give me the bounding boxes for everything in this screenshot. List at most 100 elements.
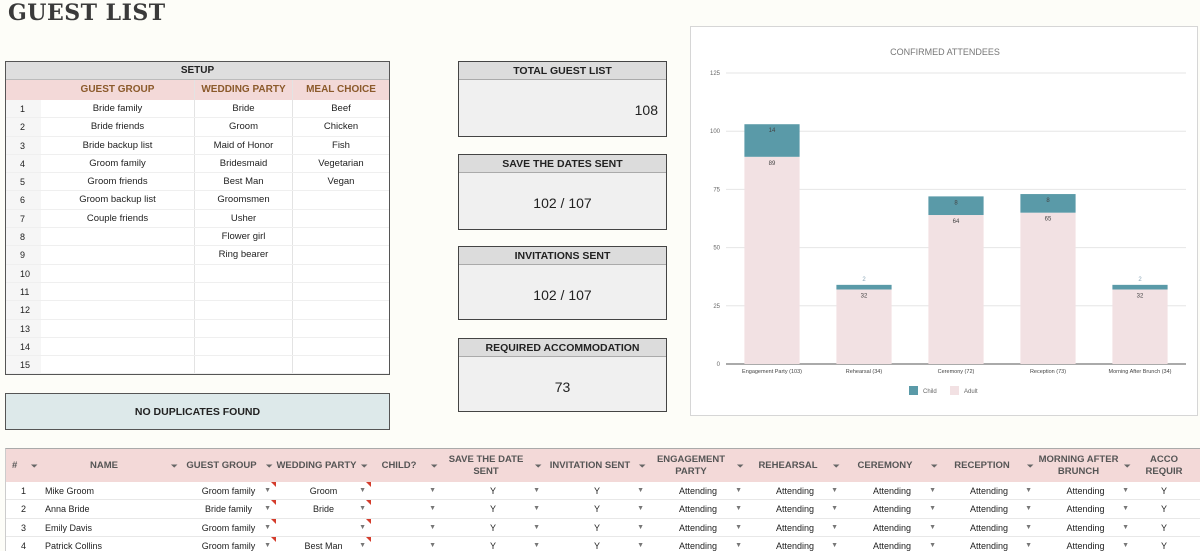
setup-cell-wedding-party[interactable] (195, 356, 293, 374)
dropdown-arrow-icon[interactable]: ▼ (637, 505, 644, 513)
setup-cell-meal-choice[interactable]: Vegan (327, 176, 355, 188)
guest-name-cell[interactable]: Patrick Collins (41, 537, 181, 551)
col-header-morning-after-brunch[interactable]: MORNING AFTER BRUNCH ⏷ (1037, 449, 1134, 482)
col-header-reception[interactable]: RECEPTION ⏷ (941, 449, 1037, 482)
child-cell[interactable]: ▼ (371, 537, 441, 551)
setup-row-number[interactable]: 13 (6, 319, 41, 337)
dropdown-arrow-icon[interactable]: ▼ (264, 541, 271, 549)
setup-cell-meal-choice[interactable]: Chicken (323, 121, 359, 133)
setup-cell-meal-choice[interactable]: Vegetarian (318, 157, 364, 169)
setup-row-number[interactable]: 9 (6, 246, 41, 264)
setup-cell-wedding-party[interactable]: Groom (195, 118, 293, 136)
col-header-num[interactable]: # ⏷ (6, 449, 41, 482)
engagement-party-cell[interactable]: Attending ▼ (649, 482, 747, 499)
guest-name-cell[interactable]: Mike Groom (41, 482, 181, 499)
setup-cell-wedding-party[interactable]: Groomsmen (195, 191, 293, 209)
setup-row-number[interactable]: 8 (6, 228, 41, 246)
dropdown-arrow-icon[interactable]: ▼ (637, 523, 644, 531)
setup-cell-wedding-party[interactable]: Maid of Honor (195, 136, 293, 154)
setup-cell-meal-choice[interactable] (293, 301, 389, 318)
setup-row-number[interactable]: 10 (6, 264, 41, 282)
dropdown-arrow-icon[interactable]: ▼ (429, 487, 436, 494)
setup-row-number[interactable]: 6 (6, 191, 41, 209)
filter-icon[interactable]: ⏷ (360, 461, 368, 471)
dropdown-arrow-icon[interactable]: ▼ (429, 505, 436, 513)
ceremony-cell[interactable]: Attending ▼ (843, 500, 941, 517)
child-cell[interactable]: ▼ (371, 519, 441, 536)
dropdown-arrow-icon[interactable]: ▼ (735, 505, 742, 513)
child-cell[interactable]: ▼ (371, 500, 441, 517)
setup-cell-wedding-party[interactable]: Bride (195, 100, 293, 118)
setup-cell-guest-group[interactable]: Bride family (41, 100, 195, 118)
filter-icon[interactable]: ⏷ (170, 461, 178, 471)
setup-cell-meal-choice[interactable]: Beef (331, 103, 351, 114)
reception-cell[interactable]: Attending ▼ (941, 500, 1037, 517)
setup-cell-guest-group[interactable]: Groom backup list (41, 191, 195, 209)
reception-cell[interactable]: Attending ▼ (941, 482, 1037, 499)
dropdown-arrow-icon[interactable]: ▼ (533, 523, 540, 531)
engagement-party-cell[interactable]: Attending ▼ (649, 537, 747, 551)
guest-name-cell[interactable]: Anna Bride (41, 500, 181, 517)
setup-cell-wedding-party[interactable]: Ring bearer (195, 246, 293, 264)
dropdown-arrow-icon[interactable]: ▼ (533, 505, 540, 513)
engagement-party-cell[interactable]: Attending ▼ (649, 500, 747, 517)
dropdown-arrow-icon[interactable]: ▼ (264, 505, 271, 513)
invitation-sent-cell[interactable]: Y ▼ (545, 482, 649, 499)
filter-icon[interactable]: ⏷ (638, 461, 646, 471)
filter-icon[interactable]: ⏷ (1123, 461, 1131, 471)
brunch-cell[interactable]: Attending ▼ (1037, 537, 1134, 551)
dropdown-arrow-icon[interactable]: ▼ (637, 541, 644, 549)
setup-cell-guest-group[interactable] (41, 301, 195, 319)
dropdown-arrow-icon[interactable]: ▼ (1025, 505, 1032, 513)
dropdown-arrow-icon[interactable]: ▼ (929, 541, 936, 549)
setup-row-number[interactable]: 14 (6, 337, 41, 356)
setup-cell-guest-group[interactable]: Bride backup list (41, 136, 195, 154)
setup-cell-wedding-party[interactable] (195, 282, 293, 301)
brunch-cell[interactable]: Attending ▼ (1037, 519, 1134, 536)
dropdown-arrow-icon[interactable]: ▼ (929, 523, 936, 531)
dropdown-arrow-icon[interactable]: ▼ (929, 505, 936, 513)
dropdown-arrow-icon[interactable]: ▼ (359, 505, 366, 513)
filter-icon[interactable]: ⏷ (832, 461, 840, 471)
setup-cell-meal-choice[interactable] (293, 320, 389, 337)
row-number[interactable]: 4 (6, 537, 41, 551)
dropdown-arrow-icon[interactable]: ▼ (264, 487, 271, 494)
setup-cell-meal-choice[interactable] (293, 191, 389, 208)
ceremony-cell[interactable]: Attending ▼ (843, 519, 941, 536)
col-header-ceremony[interactable]: CEREMONY ⏷ (843, 449, 941, 482)
invitation-sent-cell[interactable]: Y ▼ (545, 537, 649, 551)
row-number[interactable]: 3 (6, 519, 41, 536)
setup-row-number[interactable]: 3 (6, 136, 41, 154)
setup-cell-guest-group[interactable] (41, 282, 195, 301)
row-number[interactable]: 1 (6, 482, 41, 499)
col-header-invitation-sent[interactable]: INVITATION SENT ⏷ (545, 449, 649, 482)
dropdown-arrow-icon[interactable]: ▼ (264, 523, 271, 531)
dropdown-arrow-icon[interactable]: ▼ (735, 541, 742, 549)
col-header-wedding-party[interactable]: WEDDING PARTY ⏷ (276, 449, 371, 482)
engagement-party-cell[interactable]: Attending ▼ (649, 519, 747, 536)
setup-cell-meal-choice[interactable] (293, 246, 389, 263)
setup-cell-wedding-party[interactable]: Flower girl (195, 228, 293, 246)
dropdown-arrow-icon[interactable]: ▼ (831, 505, 838, 513)
setup-cell-guest-group[interactable] (41, 337, 195, 356)
dropdown-arrow-icon[interactable]: ▼ (637, 487, 644, 494)
dropdown-arrow-icon[interactable]: ▼ (1122, 523, 1129, 531)
setup-cell-meal-choice[interactable] (293, 356, 389, 373)
dropdown-arrow-icon[interactable]: ▼ (1025, 487, 1032, 494)
setup-cell-guest-group[interactable] (41, 356, 195, 374)
wedding-party-cell[interactable]: Bride ▼ (276, 500, 371, 517)
setup-row-number[interactable]: 11 (6, 282, 41, 301)
dropdown-arrow-icon[interactable]: ▼ (1025, 541, 1032, 549)
rehearsal-cell[interactable]: Attending ▼ (747, 500, 843, 517)
dropdown-arrow-icon[interactable]: ▼ (359, 487, 366, 494)
filter-icon[interactable]: ⏷ (1026, 461, 1034, 471)
setup-cell-guest-group[interactable]: Couple friends (41, 209, 195, 228)
save-the-date-cell[interactable]: Y ▼ (441, 519, 545, 536)
guest-name-cell[interactable]: Emily Davis (41, 519, 181, 536)
col-header-guest-group[interactable]: GUEST GROUP ⏷ (181, 449, 276, 482)
dropdown-arrow-icon[interactable]: ▼ (429, 523, 436, 531)
setup-cell-guest-group[interactable]: Groom family (41, 154, 195, 173)
save-the-date-cell[interactable]: Y ▼ (441, 500, 545, 517)
guest-group-cell[interactable]: Bride family ▼ (181, 500, 276, 517)
filter-icon[interactable]: ⏷ (430, 461, 438, 471)
